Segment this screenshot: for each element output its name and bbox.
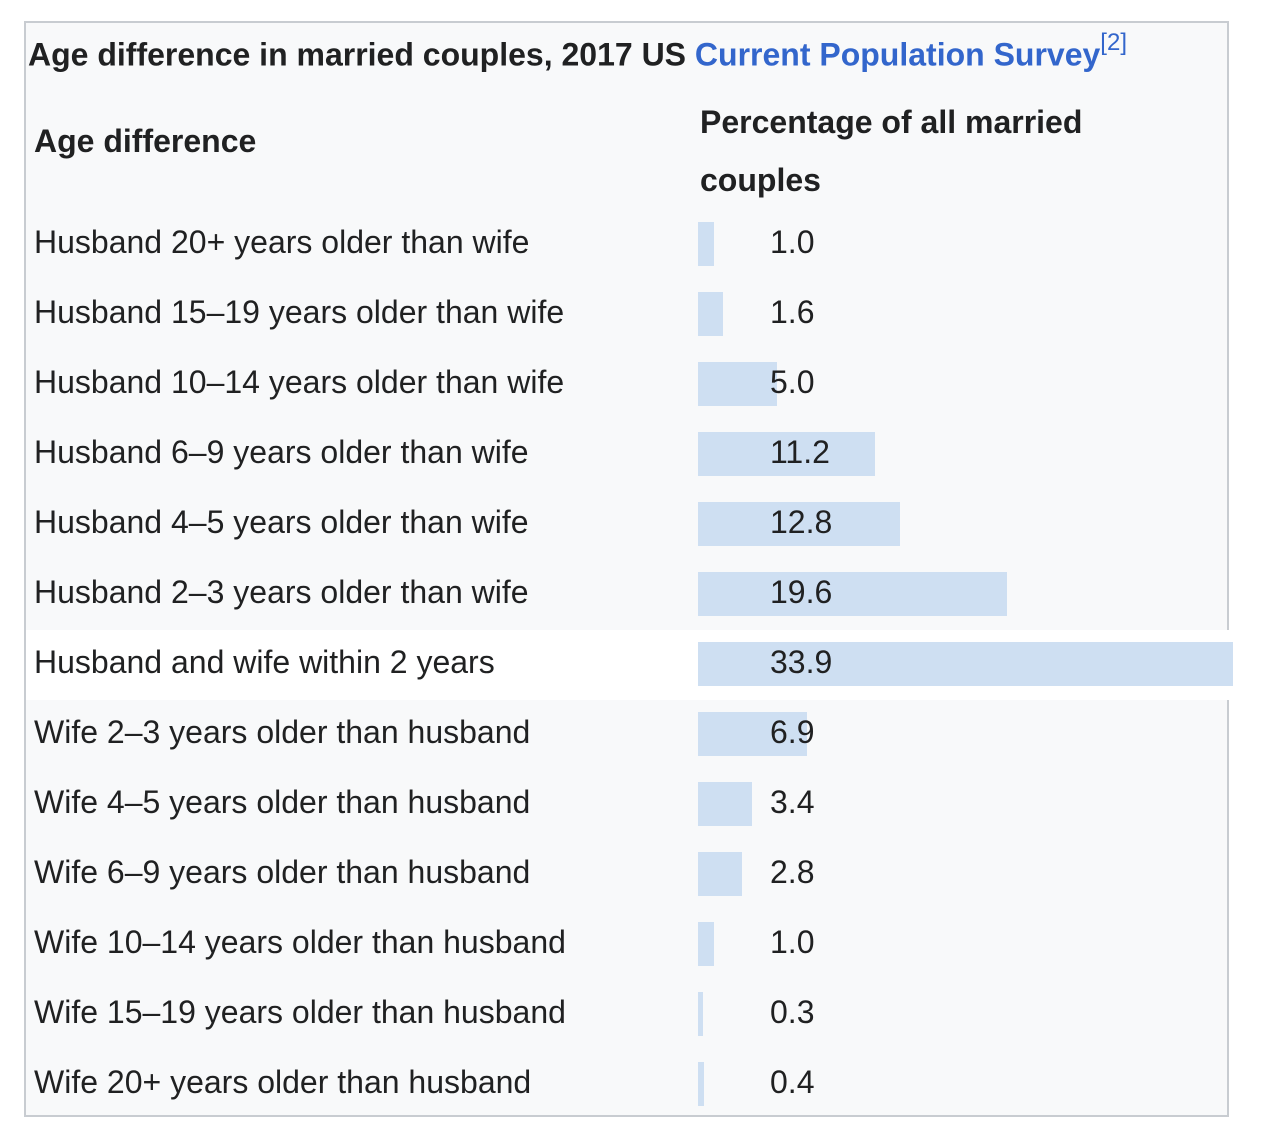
row-label: Husband 6–9 years older than wife — [34, 434, 529, 470]
table-row: Wife 6–9 years older than husband 2.8 — [26, 840, 1229, 910]
value-label: 2.8 — [770, 854, 815, 890]
value-label: 0.3 — [770, 994, 815, 1030]
row-label: Wife 6–9 years older than husband — [34, 854, 531, 890]
table-row: Wife 20+ years older than husband 0.4 — [26, 1050, 1229, 1120]
table-row: Husband 6–9 years older than wife 11.2 — [26, 420, 1229, 490]
bar — [698, 922, 714, 966]
bar — [698, 712, 807, 756]
value-label: 1.0 — [770, 924, 815, 960]
bar — [698, 852, 743, 896]
table-row: Wife 2–3 years older than husband 6.9 — [26, 700, 1229, 770]
table-row: Husband 2–3 years older than wife 19.6 — [26, 560, 1229, 630]
header-age-difference: Age difference — [34, 123, 257, 159]
value-label: 11.2 — [770, 434, 830, 470]
value-label: 3.4 — [770, 784, 815, 820]
table-caption: Age difference in married couples, 2017 … — [28, 29, 1127, 74]
row-label: Wife 15–19 years older than husband — [34, 994, 566, 1030]
table-row: Husband 4–5 years older than wife 12.8 — [26, 490, 1229, 560]
row-label: Husband 10–14 years older than wife — [34, 364, 565, 400]
value-label: 6.9 — [770, 714, 815, 750]
bar — [698, 782, 752, 826]
caption-text: Age difference in married couples, 2017 … — [28, 36, 695, 73]
row-label: Husband 15–19 years older than wife — [34, 294, 565, 330]
value-label: 1.6 — [770, 294, 815, 330]
reference-link[interactable]: [2] — [1100, 29, 1127, 56]
value-label: 19.6 — [770, 574, 833, 610]
value-label: 5.0 — [770, 364, 815, 400]
table-row: Husband and wife within 2 years 33.9 — [26, 630, 1233, 700]
row-label: Wife 20+ years older than husband — [34, 1064, 532, 1100]
bar — [698, 292, 724, 336]
value-label: 33.9 — [770, 644, 833, 680]
table-row: Husband 15–19 years older than wife 1.6 — [26, 280, 1229, 350]
value-label: 1.0 — [770, 224, 815, 260]
bar — [698, 1062, 705, 1106]
table-row: Wife 10–14 years older than husband 1.0 — [26, 910, 1229, 980]
header-percentage: Percentage of all married couples — [700, 104, 1083, 198]
bar — [698, 362, 777, 406]
row-label: Husband 2–3 years older than wife — [34, 574, 529, 610]
table-row: Husband 20+ years older than wife 1.0 — [26, 210, 1229, 280]
bar — [698, 642, 1233, 686]
table-row: Wife 15–19 years older than husband 0.3 — [26, 980, 1229, 1050]
row-label: Husband 4–5 years older than wife — [34, 504, 529, 540]
table-row: Husband 10–14 years older than wife 5.0 — [26, 350, 1229, 420]
row-label: Wife 10–14 years older than husband — [34, 924, 566, 960]
row-label: Wife 4–5 years older than husband — [34, 784, 531, 820]
bar — [698, 572, 1008, 616]
bar — [698, 992, 703, 1036]
row-label: Wife 2–3 years older than husband — [34, 714, 531, 750]
value-label: 0.4 — [770, 1064, 815, 1100]
age-difference-table: Age difference in married couples, 2017 … — [24, 21, 1233, 1120]
table-row: Wife 4–5 years older than husband 3.4 — [26, 770, 1229, 840]
row-label: Husband 20+ years older than wife — [34, 224, 530, 260]
bar — [698, 432, 875, 476]
bar — [698, 222, 714, 266]
row-label: Husband and wife within 2 years — [34, 644, 495, 680]
current-population-survey-link[interactable]: Current Population Survey — [694, 36, 1101, 73]
value-label: 12.8 — [770, 504, 833, 540]
bar — [698, 502, 900, 546]
